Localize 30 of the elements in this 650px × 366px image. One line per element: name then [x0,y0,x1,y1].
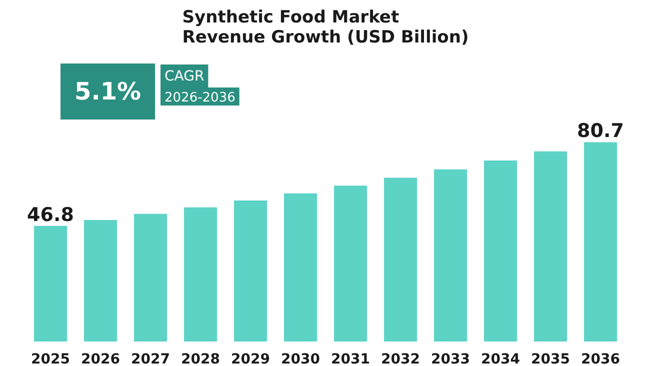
x-tick-label: 2027 [131,352,170,366]
x-tick-label: 2029 [231,352,270,366]
x-tick-label: 2030 [281,352,320,366]
bar [334,186,367,342]
bar [284,193,317,342]
bar [234,200,267,342]
bar [484,160,517,342]
chart-title: Synthetic Food Market Revenue Growth (USD Billion) [182,8,469,48]
text: CAGR [164,68,204,84]
bar [534,151,567,342]
bar [184,207,217,342]
x-tick-label: 2034 [481,352,520,366]
bar [434,169,467,342]
bar [84,220,117,342]
x-tick-label: 2033 [431,352,470,366]
bar [134,214,167,342]
x-tick-label: 2028 [181,352,220,366]
x-tick-label: 2032 [381,352,420,366]
text: 2026-2036 [164,90,236,106]
bar [384,178,417,342]
data-label: 80.7 [577,120,624,142]
x-tick-label: 2036 [581,352,620,366]
x-tick-label: 2035 [531,352,570,366]
bar [584,142,617,342]
x-tick-label: 2025 [31,352,70,366]
bar [34,226,67,342]
text: 5.1% [74,78,142,106]
x-tick-label: 2026 [81,352,120,366]
x-tick-label: 2031 [331,352,370,366]
data-label: 46.8 [27,204,74,226]
